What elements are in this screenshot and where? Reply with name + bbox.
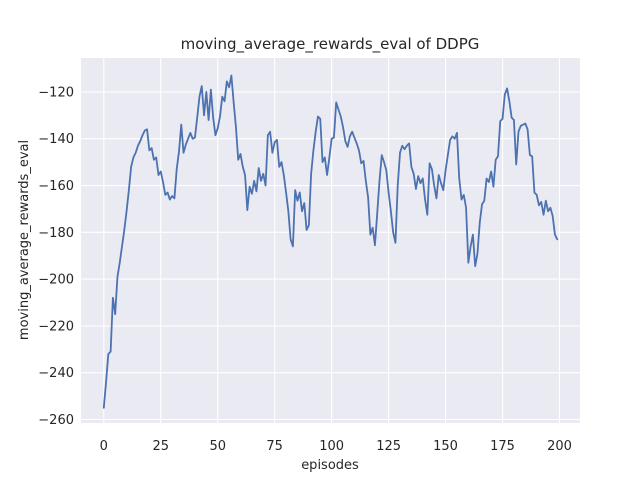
y-axis-tick-labels: −120 −140 −160 −180 −200 −220 −240 −260 xyxy=(38,85,74,428)
y-tick-label: −160 xyxy=(38,179,74,194)
x-axis-label: episodes xyxy=(301,458,359,473)
series-line xyxy=(102,74,559,409)
y-tick-label: −260 xyxy=(38,413,74,428)
x-tick-label: 150 xyxy=(433,439,458,454)
x-tick-label: 0 xyxy=(100,439,108,454)
x-tick-label: 100 xyxy=(319,439,344,454)
y-tick-label: −220 xyxy=(38,319,74,334)
x-tick-label: 75 xyxy=(266,439,283,454)
y-tick-label: −240 xyxy=(38,366,74,381)
y-tick-label: −140 xyxy=(38,132,74,147)
x-tick-label: 200 xyxy=(547,439,572,454)
y-axis-label: moving_average_rewards_eval xyxy=(17,140,32,340)
chart-title: moving_average_rewards_eval of DDPG xyxy=(181,35,480,54)
x-tick-label: 125 xyxy=(376,439,401,454)
x-tick-label: 50 xyxy=(209,439,226,454)
y-tick-label: −120 xyxy=(38,85,74,100)
plot-area xyxy=(81,58,580,423)
x-tick-label: 25 xyxy=(152,439,169,454)
x-axis-tick-labels: 0 25 50 75 100 125 150 175 200 xyxy=(100,439,572,454)
y-tick-label: −200 xyxy=(38,273,74,288)
x-tick-label: 175 xyxy=(490,439,515,454)
y-tick-label: −180 xyxy=(38,226,74,241)
